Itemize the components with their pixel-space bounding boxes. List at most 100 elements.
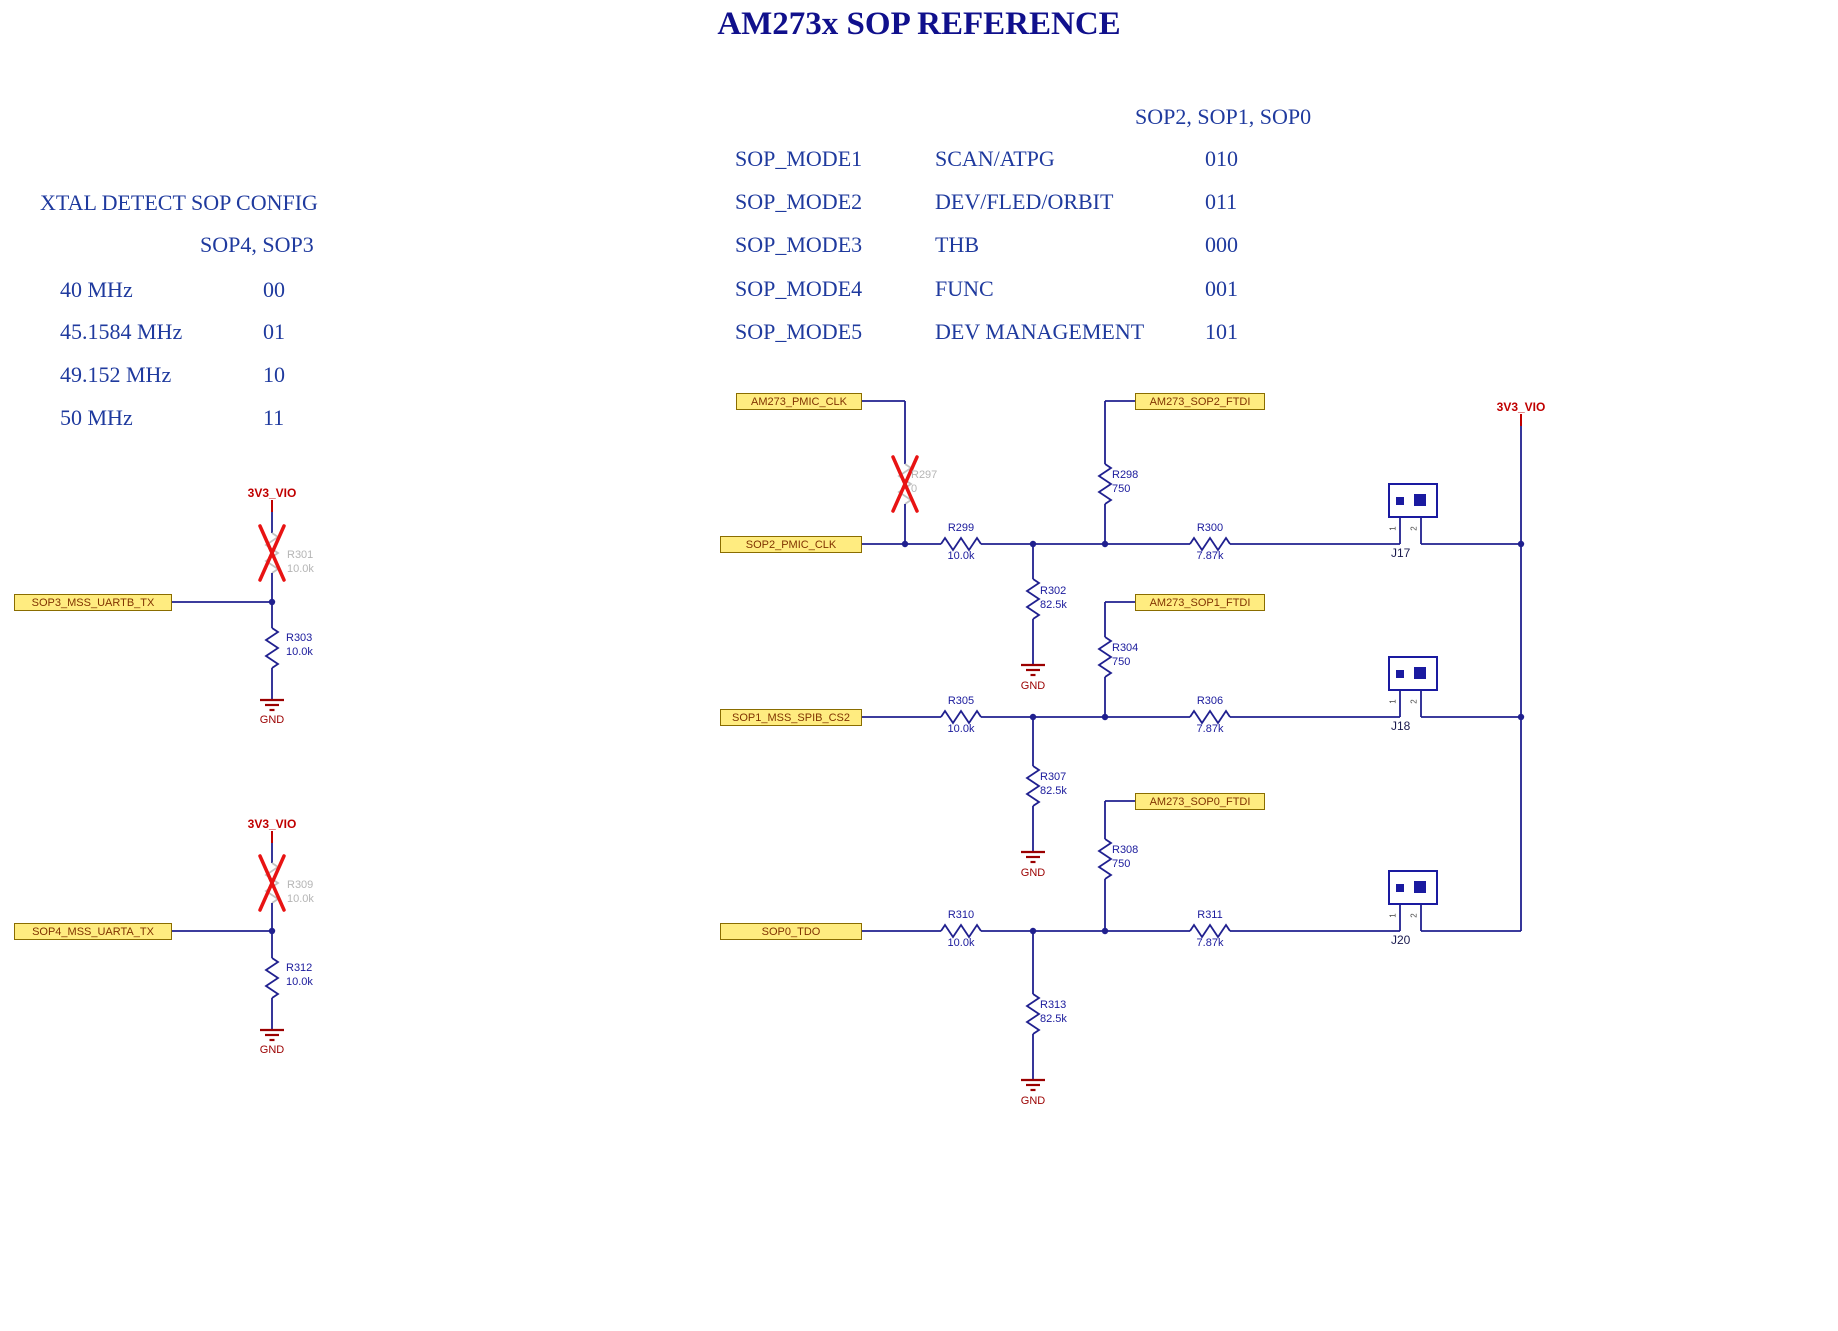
resistor-ref-r308: R308 xyxy=(1112,844,1139,856)
xtal-row-code: 11 xyxy=(263,405,285,430)
resistor-value-r307: 82.5k xyxy=(1040,785,1067,797)
xtal-row-freq: 50 MHz xyxy=(60,405,133,430)
pin-number-2: 2 xyxy=(1409,699,1419,704)
mode-row-desc: THB xyxy=(935,232,979,257)
xtal-row-code: 10 xyxy=(263,362,285,387)
dnp-x-r309 xyxy=(258,854,286,912)
gnd-label: GND xyxy=(1020,1095,1046,1107)
resistor-r307-symbol xyxy=(1026,765,1040,807)
gnd-label: GND xyxy=(259,1044,285,1056)
gnd-symbol xyxy=(258,1028,286,1042)
resistor-value-r298: 750 xyxy=(1112,483,1131,495)
mode-row-code: 101 xyxy=(1205,319,1238,344)
resistor-r313-symbol xyxy=(1026,993,1040,1035)
mode-row-desc: DEV/FLED/ORBIT xyxy=(935,189,1114,214)
right-circuit-sop2 xyxy=(862,400,1521,677)
resistor-value-r297: 0 xyxy=(911,483,918,495)
mode-row-desc: SCAN/ATPG xyxy=(935,146,1055,171)
power-label-3v3-vio: 3V3_VIO xyxy=(1496,400,1546,414)
resistor-r299-symbol xyxy=(940,537,982,551)
resistor-ref-r311: R311 xyxy=(1197,909,1223,921)
net-label-am273-sop1-ftdi: AM273_SOP1_FTDI xyxy=(1135,594,1265,611)
dnp-x-r301 xyxy=(258,524,286,582)
mode-row-desc: DEV MANAGEMENT xyxy=(935,319,1145,344)
resistor-r300-symbol xyxy=(1189,537,1231,551)
resistor-ref-r297: R297 xyxy=(911,469,938,481)
gnd-symbol xyxy=(1019,663,1047,677)
resistor-ref-r301: R301 xyxy=(287,549,314,561)
resistor-value-r308: 750 xyxy=(1112,858,1131,870)
resistor-value-r313: 82.5k xyxy=(1040,1013,1067,1025)
net-label-sop2-pmic-clk: SOP2_PMIC_CLK xyxy=(720,536,862,553)
resistor-r304-symbol xyxy=(1098,636,1112,678)
gnd-label: GND xyxy=(1020,680,1046,692)
left-circuit-sop4 xyxy=(172,831,286,1042)
resistor-value-r304: 750 xyxy=(1112,656,1131,668)
resistor-r303-symbol xyxy=(265,627,279,669)
net-label-am273-pmic-clk: AM273_PMIC_CLK xyxy=(736,393,862,410)
resistor-value-r305: 10.0k xyxy=(947,723,975,735)
right-circuit-sop0 xyxy=(862,800,1521,1092)
net-label-am273-sop0-ftdi: AM273_SOP0_FTDI xyxy=(1135,793,1265,810)
resistor-value-r310: 10.0k xyxy=(947,937,975,949)
net-label-sop1-mss-spib-cs2: SOP1_MSS_SPIB_CS2 xyxy=(720,709,862,726)
connector-ref-j20: J20 xyxy=(1391,933,1411,947)
mode-row-code: 010 xyxy=(1205,146,1238,171)
resistor-ref-r305: R305 xyxy=(947,695,975,707)
connector-j17-symbol xyxy=(1388,483,1438,545)
xtal-row-freq: 40 MHz xyxy=(60,277,133,302)
connector-ref-j17: J17 xyxy=(1391,546,1411,560)
mode-row-code: 001 xyxy=(1205,276,1238,301)
xtal-row-freq: 45.1584 MHz xyxy=(60,319,183,344)
resistor-value-r312: 10.0k xyxy=(286,976,313,988)
mode-row-mode: SOP_MODE3 xyxy=(735,232,863,257)
net-label-sop4-mss-uarta-tx: SOP4_MSS_UARTA_TX xyxy=(14,923,172,940)
resistor-ref-r298: R298 xyxy=(1112,469,1139,481)
resistor-ref-r302: R302 xyxy=(1040,585,1067,597)
resistor-r310-symbol xyxy=(940,924,982,938)
mode-table-header: SOP2, SOP1, SOP0 xyxy=(1135,104,1312,129)
resistor-value-r299: 10.0k xyxy=(947,550,975,562)
mode-row-mode: SOP_MODE4 xyxy=(735,276,863,301)
mode-row-mode: SOP_MODE5 xyxy=(735,319,863,344)
resistor-value-r309: 10.0k xyxy=(287,893,314,905)
gnd-symbol xyxy=(1019,850,1047,864)
pin-number-1: 1 xyxy=(1388,913,1398,918)
mode-row-desc: FUNC xyxy=(935,276,994,301)
resistor-value-r301: 10.0k xyxy=(287,563,314,575)
vio-rail xyxy=(1517,414,1525,931)
xtal-row-freq: 49.152 MHz xyxy=(60,362,172,387)
resistor-ref-r299: R299 xyxy=(947,522,975,534)
net-label-sop3-mss-uartb-tx: SOP3_MSS_UARTB_TX xyxy=(14,594,172,611)
right-circuit-sop1 xyxy=(862,601,1521,864)
net-label-sop0-tdo: SOP0_TDO xyxy=(720,923,862,940)
xtal-table-title: XTAL DETECT SOP CONFIG xyxy=(40,190,318,215)
pin-number-2: 2 xyxy=(1409,526,1419,531)
resistor-ref-r312: R312 xyxy=(286,962,313,974)
resistor-ref-r313: R313 xyxy=(1040,999,1067,1011)
connector-ref-j18: J18 xyxy=(1391,719,1411,733)
resistor-value-r302: 82.5k xyxy=(1040,599,1067,611)
resistor-r298-symbol xyxy=(1098,463,1112,505)
resistor-r302-symbol xyxy=(1026,578,1040,620)
resistor-r311-symbol xyxy=(1189,924,1231,938)
resistor-ref-r304: R304 xyxy=(1112,642,1139,654)
pin-number-1: 1 xyxy=(1388,699,1398,704)
resistor-r305-symbol xyxy=(940,710,982,724)
resistor-r308-symbol xyxy=(1098,838,1112,880)
mode-row-mode: SOP_MODE1 xyxy=(735,146,863,171)
resistor-ref-r303: R303 xyxy=(286,632,313,644)
resistor-ref-r309: R309 xyxy=(287,879,314,891)
xtal-row-code: 00 xyxy=(263,277,285,302)
gnd-symbol xyxy=(1019,1078,1047,1092)
mode-row-code: 011 xyxy=(1205,189,1238,214)
resistor-value-r303: 10.0k xyxy=(286,646,313,658)
resistor-r312-symbol xyxy=(265,957,279,999)
net-label-am273-sop2-ftdi: AM273_SOP2_FTDI xyxy=(1135,393,1265,410)
mode-row-mode: SOP_MODE2 xyxy=(735,189,863,214)
left-circuit-sop3 xyxy=(172,500,286,712)
resistor-ref-r300: R300 xyxy=(1196,522,1224,534)
gnd-label: GND xyxy=(259,714,285,726)
